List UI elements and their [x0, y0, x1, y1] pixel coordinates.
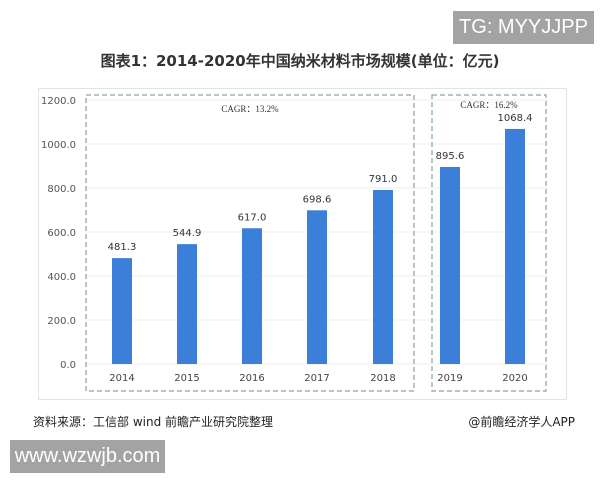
cagr-box-2014-2018: [85, 94, 415, 392]
y-tick-label: 600.0: [47, 228, 76, 239]
bar: [112, 258, 132, 364]
y-tick-label: 1000.0: [41, 140, 76, 151]
bar: [177, 244, 197, 364]
y-tick-label: 400.0: [47, 272, 76, 283]
data-label: 895.6: [436, 151, 465, 162]
bar: [505, 128, 525, 364]
data-label: 481.3: [108, 242, 137, 253]
x-tick-label: 2015: [174, 373, 199, 384]
y-tick-label: 0.0: [60, 360, 76, 371]
bar: [242, 228, 262, 364]
x-tick-label: 2018: [370, 373, 395, 384]
y-tick-label: 800.0: [47, 184, 76, 195]
chart-title: 图表1：2014-2020年中国纳米材料市场规模(单位：亿元): [100, 52, 500, 70]
watermark-bottom: www.wzwjb.com: [10, 440, 165, 473]
x-tick-label: 2016: [239, 373, 264, 384]
y-tick-label: 200.0: [47, 316, 76, 327]
data-label: 698.6: [303, 194, 332, 205]
bar: [307, 210, 327, 364]
credit: @前瞻经济学人APP: [468, 415, 575, 429]
y-tick-label: 1200.0: [41, 96, 76, 107]
cagr-label: CAGR：13.2%: [221, 104, 279, 114]
chart-frame: [38, 88, 567, 400]
watermark-top: TG: MYYJJPP: [453, 11, 594, 44]
data-label: 1068.4: [498, 113, 533, 124]
cagr-box-2019-2020: [431, 94, 547, 392]
data-label: 791.0: [369, 174, 398, 185]
data-label: 544.9: [173, 228, 202, 239]
bar: [440, 166, 460, 364]
x-tick-label: 2017: [304, 373, 329, 384]
bar: [373, 189, 393, 364]
x-tick-label: 2019: [437, 373, 462, 384]
source-note: 资料来源：工信部 wind 前瞻产业研究院整理: [33, 415, 274, 429]
x-tick-label: 2020: [502, 373, 527, 384]
data-label: 617.0: [238, 212, 267, 223]
cagr-label: CAGR：16.2%: [460, 100, 518, 110]
x-tick-label: 2014: [109, 373, 134, 384]
